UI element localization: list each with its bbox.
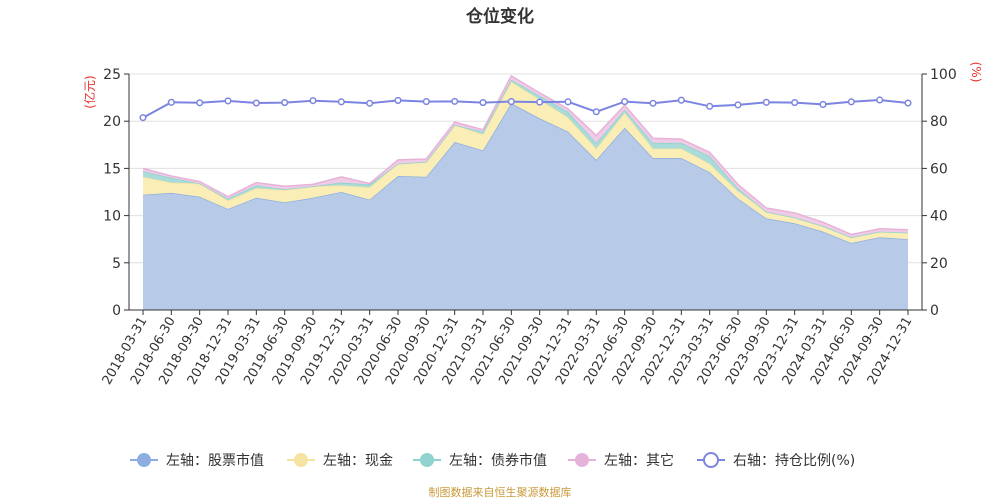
legend-label-2: 左轴：债券市值 [449,452,547,469]
area-edge-3 [142,74,909,236]
ratio-point [762,98,770,106]
ratio-point [706,102,714,110]
ratio-point [621,98,629,106]
ratio-point [564,98,572,106]
ratio-point [167,98,175,106]
ratio-point [677,96,685,104]
right-tick-label: 40 [930,209,948,225]
left-axis-unit: (亿元) [82,75,97,108]
right-tick-label: 100 [930,67,957,83]
left-tick-label: 10 [103,209,121,225]
area-series [142,74,909,310]
chart-title: 仓位变化 [465,6,534,27]
ratio-point [252,99,260,107]
ratio-point [819,100,827,108]
legend-marker-1 [294,453,308,467]
ratio-point [451,97,459,105]
right-tick-label: 20 [930,256,948,272]
ratio-point [507,98,515,106]
ratio-point [422,98,430,106]
ratio-point [139,114,147,122]
left-tick-label: 0 [112,303,121,319]
left-tick-label: 15 [103,161,121,177]
ratio-point [309,97,317,105]
footer-source: 制图数据来自恒生聚源数据库 [429,485,572,499]
ratio-point [281,99,289,107]
legend-marker-3 [575,453,589,467]
ratio-point [592,108,600,116]
left-tick-label: 20 [103,114,121,130]
ratio-point [196,99,204,107]
ratio-point [536,98,544,106]
ratio-point [479,99,487,107]
ratio-point [904,99,912,107]
ratio-point [366,99,374,107]
right-axis-unit: (%) [969,62,983,83]
right-tick-label: 60 [930,161,948,177]
area-0 [143,103,908,310]
legend-label-3: 左轴：其它 [604,452,674,469]
legend-marker-2 [420,453,434,467]
right-tick-label: 80 [930,114,948,130]
left-tick-label: 5 [112,256,121,272]
left-tick-label: 25 [103,67,121,83]
ratio-point [791,99,799,107]
ratio-line [142,98,909,119]
ratio-point [847,98,855,106]
ratio-point [734,101,742,109]
ratio-point [224,97,232,105]
ratio-point [394,96,402,104]
legend-label-4: 右轴：持仓比例(%) [733,453,855,469]
legend-label-1: 左轴：现金 [323,453,393,469]
legend-marker-4 [703,452,719,468]
legend-marker-0 [137,453,151,467]
legend-label-0: 左轴：股票市值 [166,452,264,469]
ratio-point [649,99,657,107]
ratio-point [876,96,884,104]
legend: 左轴：股票市值 左轴：现金 左轴：债券市值 左轴：其它 右轴：持仓比例(%) [130,452,855,469]
ratio-series [139,96,912,122]
right-tick-label: 0 [930,303,939,319]
ratio-point [337,98,345,106]
